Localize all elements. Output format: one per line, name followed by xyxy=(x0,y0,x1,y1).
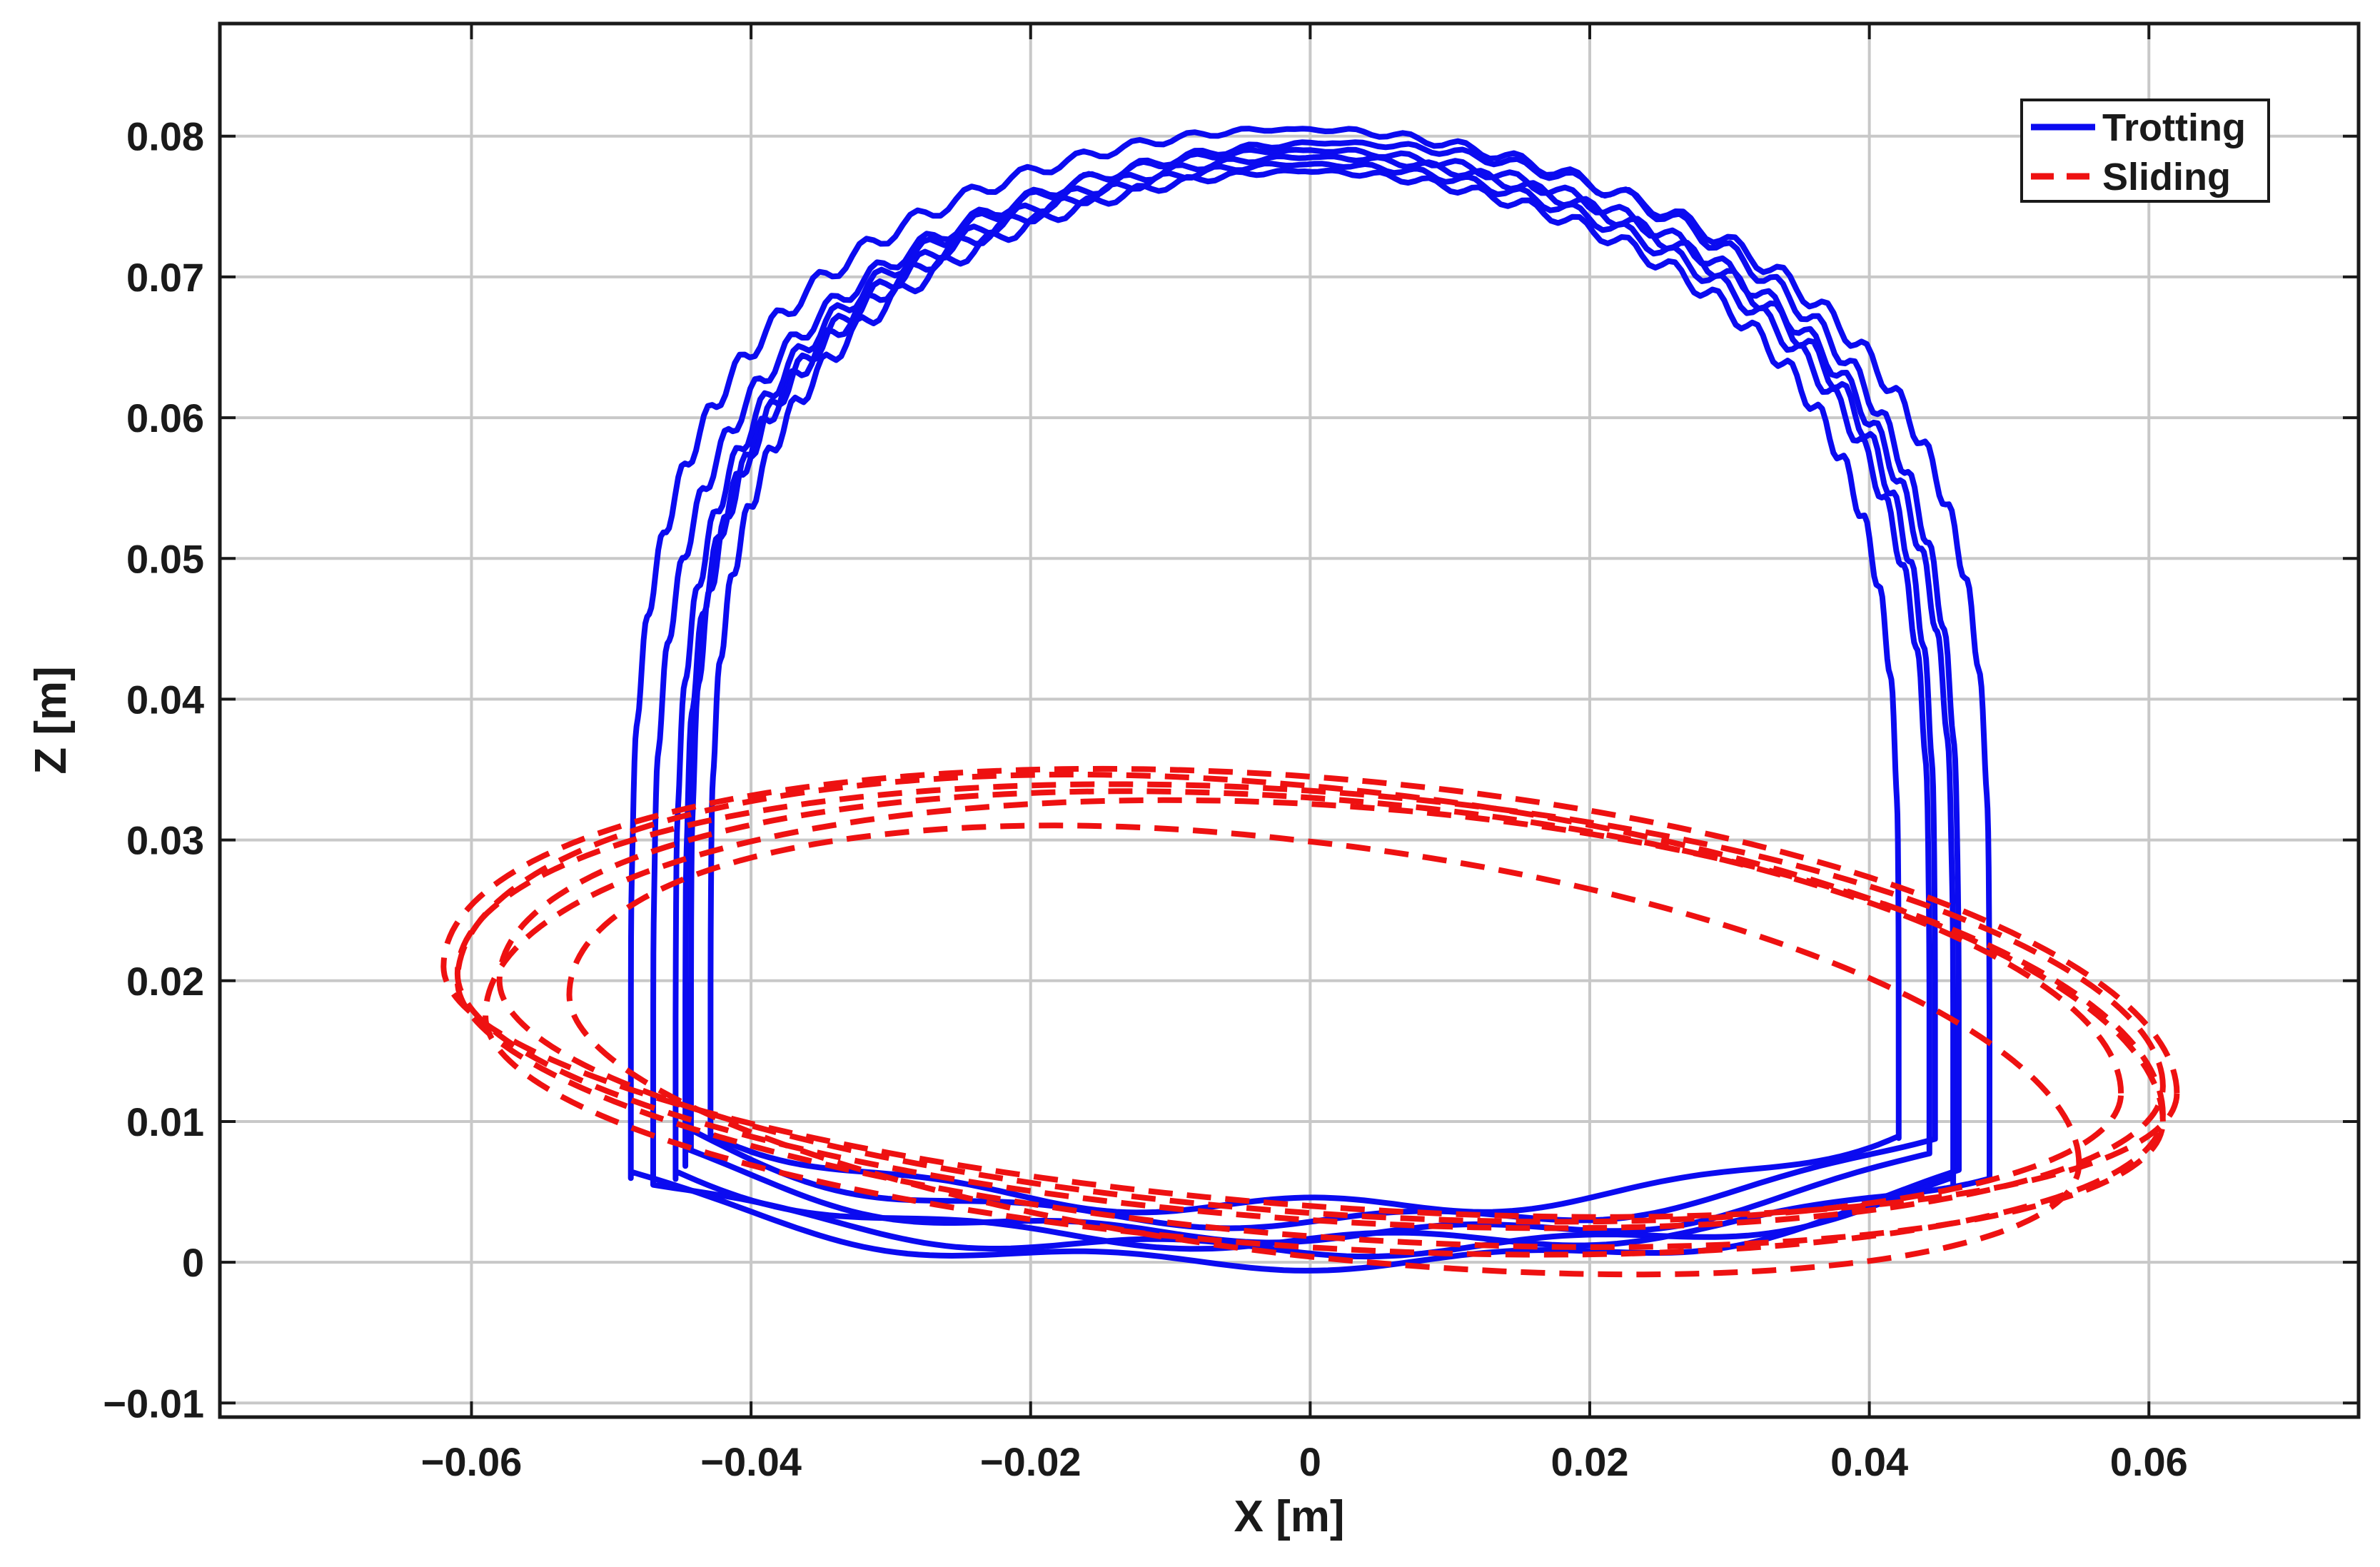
y-tick-label: 0.07 xyxy=(126,255,204,300)
data-curves xyxy=(440,126,2180,1278)
sliding-line-cycle-1 xyxy=(440,765,2180,1220)
legend-label-trotting: Trotting xyxy=(2102,106,2246,149)
y-tick-label: 0.05 xyxy=(126,536,204,581)
sliding-line-cycle-3 xyxy=(454,772,2166,1250)
y-tick-label: 0.06 xyxy=(126,395,204,440)
sliding-line-cycle-2 xyxy=(454,781,2166,1231)
trotting-line-cycle-5 xyxy=(672,139,1992,1252)
trotting-line-cycle-2 xyxy=(627,126,1962,1274)
legend-label-sliding: Sliding xyxy=(2102,156,2231,198)
y-tick-label: 0.08 xyxy=(126,114,204,159)
y-axis-label: Z [m] xyxy=(26,666,76,775)
sliding-line-cycle-5 xyxy=(566,822,2082,1278)
legend-box xyxy=(2020,99,2270,203)
y-tick-label: 0 xyxy=(182,1240,204,1285)
sliding-line-cycle-6 xyxy=(496,788,2124,1225)
y-tick-label: 0.01 xyxy=(126,1099,204,1144)
x-tick-label: −0.06 xyxy=(421,1439,523,1484)
x-tick-label: 0.02 xyxy=(1551,1439,1629,1484)
y-tick-label: 0.03 xyxy=(126,818,204,863)
plot-area xyxy=(220,24,2359,1417)
ticks: −0.06 −0.04 −0.02 0 0.02 0.04 0.06 −0.01 0 0.01 0.… xyxy=(103,24,2359,1484)
x-axis-label: X [m] xyxy=(1234,1492,1345,1541)
x-tick-label: 0.04 xyxy=(1830,1439,1908,1484)
trotting-line-cycle-6 xyxy=(707,167,1902,1216)
legend: Trotting Sliding xyxy=(2020,99,2270,203)
y-tick-label: −0.01 xyxy=(103,1381,204,1426)
y-tick-label: 0.04 xyxy=(126,677,204,722)
x-tick-label: 0.06 xyxy=(2110,1439,2188,1484)
sliding-line-cycle-4 xyxy=(483,797,2166,1258)
x-tick-label: −0.04 xyxy=(700,1439,802,1484)
trotting-line-cycle-1 xyxy=(650,146,1957,1260)
y-tick-label: 0.02 xyxy=(126,959,204,1004)
x-tick-label: −0.02 xyxy=(980,1439,1081,1484)
x-tick-label: 0 xyxy=(1299,1439,1321,1484)
axes-box xyxy=(218,21,2361,1419)
